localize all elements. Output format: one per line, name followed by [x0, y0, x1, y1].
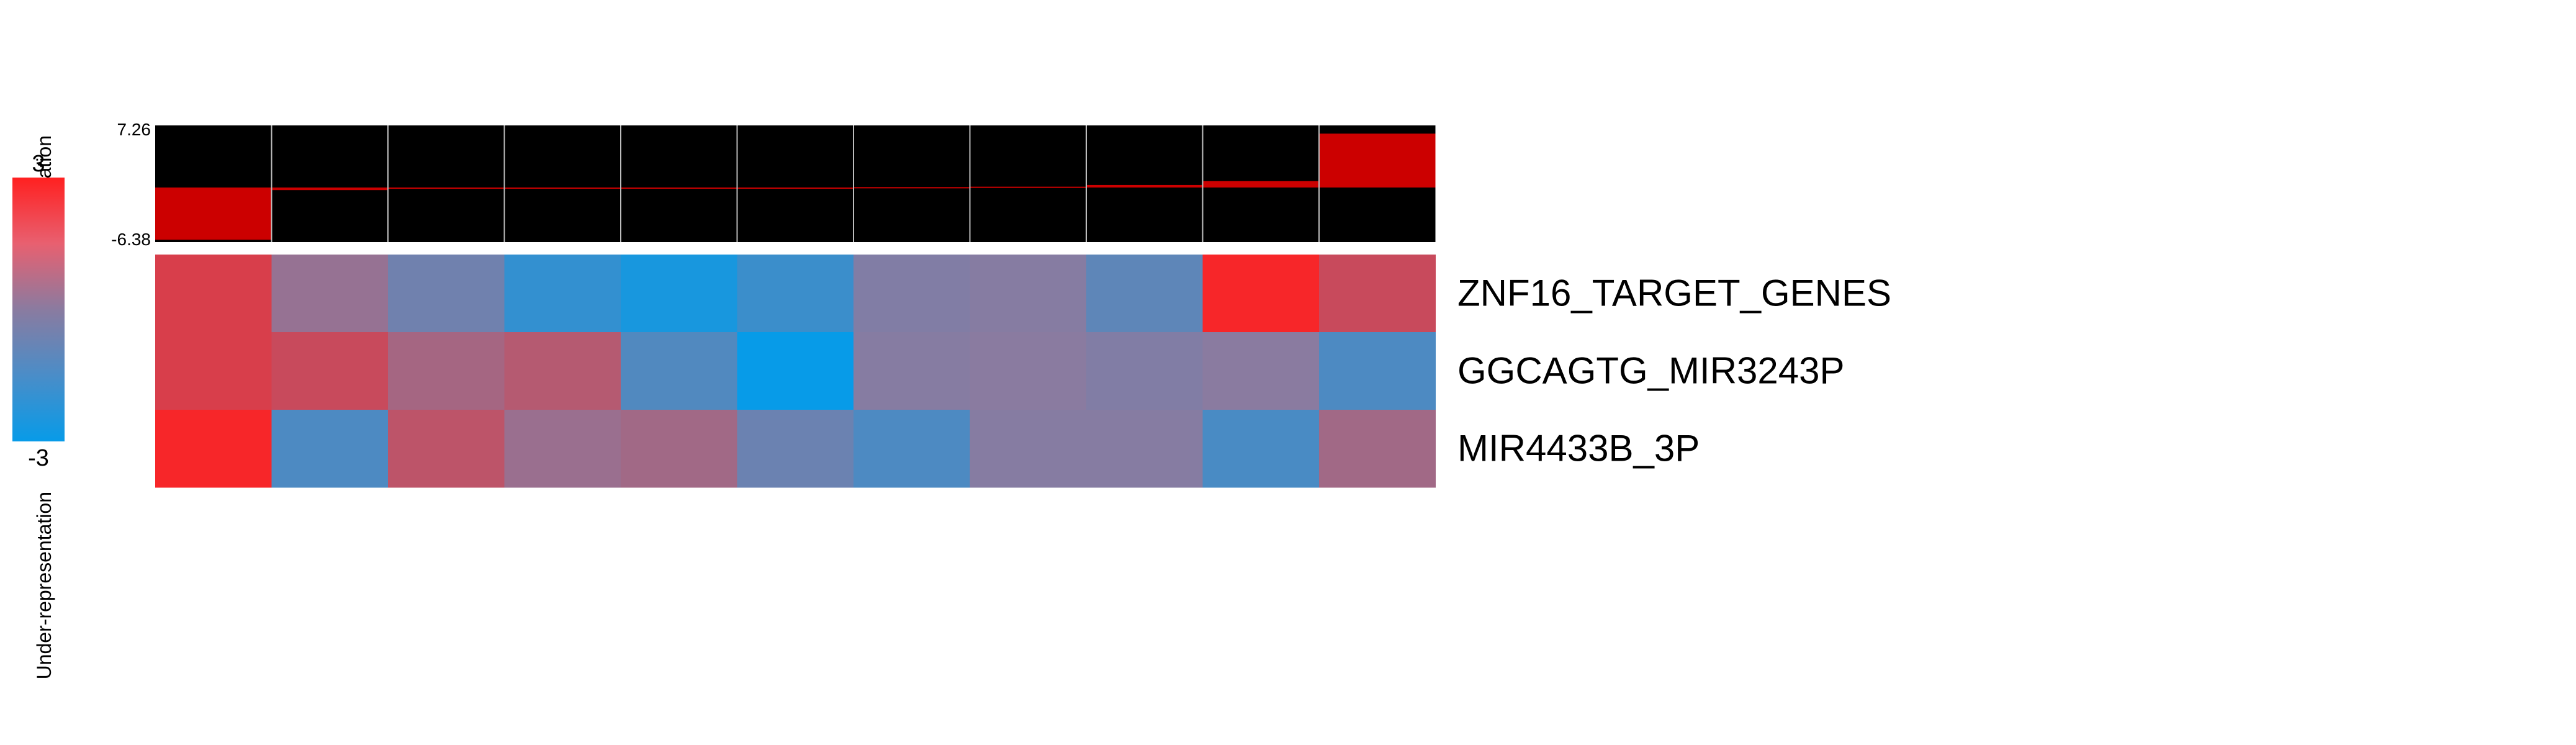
legend-max-label: 3	[32, 151, 45, 177]
barplot-ymin-label: -6.38	[111, 230, 151, 249]
heatmap-cell	[970, 255, 1087, 333]
legend-min-label: -3	[28, 445, 49, 471]
heatmap-cell	[504, 410, 621, 488]
heatmap-cell	[388, 410, 505, 488]
heatmap-panel	[155, 255, 1436, 488]
barplot-bar	[388, 187, 505, 189]
heatmap-cell	[155, 410, 272, 488]
barplot-bar	[1086, 184, 1203, 188]
row-label: ZNF16_TARGET_GENES	[1457, 273, 1891, 314]
barplot-bar	[737, 187, 853, 189]
color-legend: Over-representation 3 -3 Under-represent…	[12, 135, 65, 679]
heatmap-cell	[1202, 410, 1320, 488]
heatmap-cell	[1319, 332, 1436, 410]
heatmap-cell	[737, 332, 854, 410]
barplot-bar	[621, 187, 737, 189]
heatmap-cell	[271, 410, 389, 488]
heatmap-cell	[621, 255, 737, 333]
heatmap-cell	[155, 255, 272, 333]
heatmap-cell	[853, 332, 970, 410]
heatmap-cell	[621, 410, 737, 488]
heatmap-cell	[1319, 410, 1436, 488]
heatmap-cell	[1202, 255, 1320, 333]
heatmap-cell	[271, 332, 389, 410]
row-label: MIR4433B_3P	[1457, 428, 1700, 469]
heatmap-cell	[1086, 255, 1203, 333]
heatmap-cell	[388, 255, 505, 333]
heatmap-cell	[737, 255, 854, 333]
heatmap-cell	[504, 255, 621, 333]
heatmap-cell	[271, 255, 389, 333]
heatmap-cell	[1319, 255, 1436, 333]
barplot-bar	[970, 186, 1086, 188]
row-labels: ZNF16_TARGET_GENES GGCAGTG_MIR3243P MIR443…	[1457, 273, 1891, 469]
heatmap-cell	[1086, 410, 1203, 488]
heatmap-cell	[970, 410, 1087, 488]
barplot-ymax-label: 7.26	[117, 120, 151, 139]
heatmap-cell	[621, 332, 737, 410]
heatmap-cell	[1202, 332, 1320, 410]
heatmap-cell	[970, 332, 1087, 410]
heatmap-cell	[504, 332, 621, 410]
heatmap-cell	[853, 410, 970, 488]
barplot-bar	[853, 187, 970, 189]
heatmap-cell	[853, 255, 970, 333]
heatmap-cell	[737, 410, 854, 488]
row-label: GGCAGTG_MIR3243P	[1457, 350, 1845, 392]
barplot-bar	[1319, 133, 1436, 188]
barplot-bar	[271, 187, 388, 191]
legend-under-label: Under-representation	[33, 492, 55, 679]
heatmap-cell	[388, 332, 505, 410]
legend-gradient-bar	[12, 178, 65, 441]
heatmap-cell	[155, 332, 272, 410]
barplot-panel: 7.26 -6.38	[111, 120, 1436, 249]
heatmap-cell	[1086, 332, 1203, 410]
barplot-bar	[504, 187, 621, 189]
barplot-bar	[155, 187, 272, 240]
barplot-bar	[1202, 181, 1319, 188]
